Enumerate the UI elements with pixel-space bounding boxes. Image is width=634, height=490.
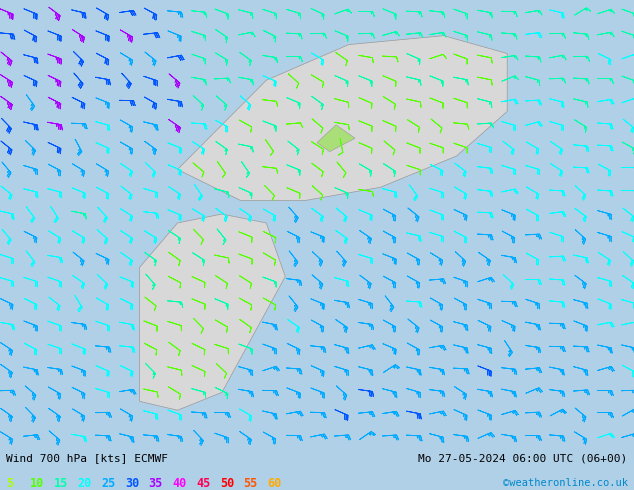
Text: 15: 15: [54, 477, 68, 490]
Text: 60: 60: [267, 477, 281, 490]
Text: 10: 10: [30, 477, 44, 490]
Polygon shape: [317, 125, 355, 151]
Text: 30: 30: [125, 477, 139, 490]
Text: 5: 5: [6, 477, 13, 490]
Text: 55: 55: [243, 477, 257, 490]
Text: 25: 25: [101, 477, 115, 490]
Polygon shape: [139, 214, 285, 410]
Text: Wind 700 hPa [kts] ECMWF: Wind 700 hPa [kts] ECMWF: [6, 453, 169, 463]
Text: ©weatheronline.co.uk: ©weatheronline.co.uk: [503, 478, 628, 489]
Text: 40: 40: [172, 477, 186, 490]
Text: 20: 20: [77, 477, 92, 490]
Text: 50: 50: [220, 477, 234, 490]
Polygon shape: [178, 36, 507, 201]
Text: Mo 27-05-2024 06:00 UTC (06+00): Mo 27-05-2024 06:00 UTC (06+00): [418, 453, 628, 463]
Text: 35: 35: [148, 477, 163, 490]
Text: 45: 45: [196, 477, 210, 490]
